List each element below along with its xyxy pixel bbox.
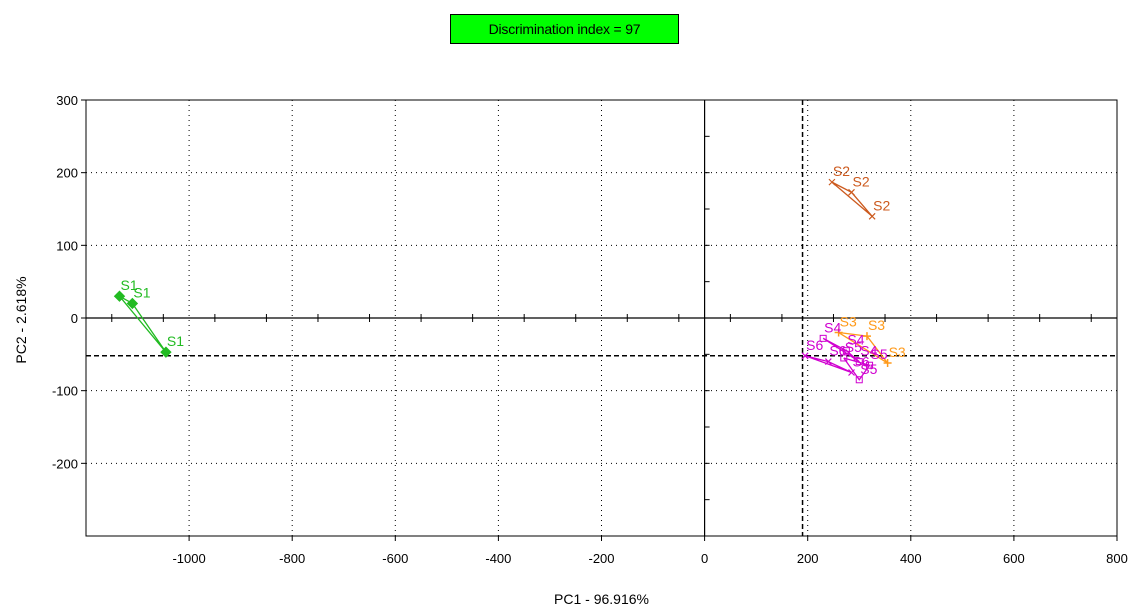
series-outline <box>119 295 167 353</box>
point-label: S1 <box>133 284 150 300</box>
data-point <box>834 328 843 337</box>
point-label: S2 <box>853 173 870 189</box>
series-s6: S6 S6 S6 <box>801 337 870 376</box>
data-point <box>866 361 874 369</box>
data-point <box>855 376 863 384</box>
point-label: S5 <box>871 346 888 362</box>
point-label: S4 <box>847 332 864 348</box>
data-point <box>828 178 836 186</box>
x-tick-label: 0 <box>701 551 708 566</box>
point-label: S5 <box>860 361 877 377</box>
data-point <box>883 359 892 368</box>
x-tick-label: 600 <box>1003 551 1025 566</box>
point-label: S3 <box>889 344 906 360</box>
data-point <box>160 346 172 358</box>
data-point <box>126 297 139 310</box>
point-label: S3 <box>840 314 857 330</box>
series-outline <box>831 181 873 217</box>
data-point <box>862 332 871 341</box>
y-tick-label: -200 <box>52 456 78 471</box>
series-outline <box>838 331 889 364</box>
point-label: S2 <box>873 197 890 213</box>
data-point <box>840 354 848 362</box>
x-tick-label: 200 <box>797 551 819 566</box>
data-point <box>868 212 876 220</box>
data-point <box>848 188 855 196</box>
point-label: S1 <box>167 333 184 349</box>
x-tick-label: 800 <box>1106 551 1128 566</box>
data-point <box>819 334 827 342</box>
point-label: S5 <box>845 339 862 355</box>
point-label: S3 <box>868 317 885 333</box>
x-tick-label: -400 <box>485 551 511 566</box>
axes: -1000 -800 -600 -400 -200 0 200 400 600 800300200… <box>52 93 1128 566</box>
series-outline <box>822 337 860 363</box>
y-tick-label: 100 <box>56 238 78 253</box>
data-point <box>842 347 850 355</box>
discrimination-index-badge: Discrimination index = 97 <box>450 14 679 44</box>
data-point <box>824 358 832 366</box>
grid-lines <box>86 100 1117 536</box>
point-label: S4 <box>824 319 841 335</box>
point-label: S1 <box>121 277 138 293</box>
y-tick-label: 200 <box>56 166 78 181</box>
y-tick-label: 300 <box>56 93 78 108</box>
x-tick-label: -600 <box>382 551 408 566</box>
series-outline <box>843 357 871 381</box>
point-label: S2 <box>833 163 850 179</box>
data-point <box>848 369 855 376</box>
point-label: S4 <box>860 343 877 359</box>
point-label: S6 <box>829 343 846 359</box>
x-axis-label: PC1 - 96.916% <box>554 591 649 607</box>
y-axis-label: PC2 - 2.618% <box>13 276 29 363</box>
y-tick-label: 0 <box>71 311 78 326</box>
point-label: S6 <box>853 354 870 370</box>
y-tick-label: -100 <box>52 384 78 399</box>
x-tick-label: -200 <box>588 551 614 566</box>
x-tick-label: -800 <box>279 551 305 566</box>
data-point <box>113 290 126 302</box>
x-tick-label: 400 <box>900 551 922 566</box>
point-label: S6 <box>806 337 823 353</box>
data-point <box>801 352 809 360</box>
series-outline <box>804 355 852 374</box>
x-tick-label: -1000 <box>172 551 205 566</box>
